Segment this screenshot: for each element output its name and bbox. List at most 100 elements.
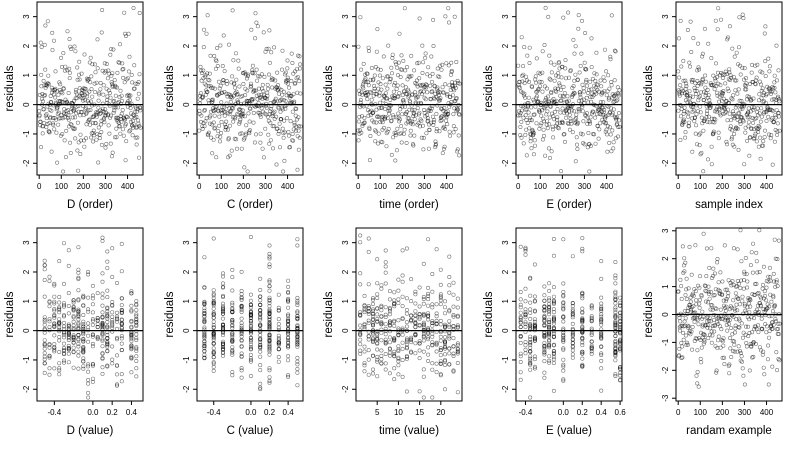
data-point — [442, 105, 447, 110]
data-point — [258, 339, 263, 344]
x-tick-label: 400 — [440, 182, 454, 191]
data-point — [71, 314, 76, 319]
data-point — [86, 295, 91, 300]
data-point — [105, 312, 110, 317]
data-point — [688, 64, 693, 69]
data-point — [91, 128, 96, 133]
data-point — [109, 113, 114, 118]
data-point — [47, 304, 52, 309]
y-tick-label: 3 — [661, 14, 670, 19]
data-point — [61, 330, 66, 335]
data-point — [129, 343, 134, 348]
data-point — [207, 71, 212, 76]
data-point — [528, 276, 533, 281]
data-point — [383, 361, 388, 366]
data-point — [403, 68, 408, 73]
data-point — [434, 94, 439, 99]
data-point — [110, 361, 115, 366]
data-point — [547, 360, 552, 365]
data-point — [90, 362, 95, 367]
data-point — [763, 313, 768, 318]
data-point — [81, 336, 86, 341]
data-point — [694, 316, 699, 321]
y-tick-label: -1 — [341, 356, 350, 364]
data-point — [421, 301, 426, 306]
data-point — [698, 90, 703, 95]
data-point — [265, 114, 270, 119]
data-point — [426, 293, 431, 298]
data-point — [691, 77, 696, 82]
data-point — [599, 105, 604, 110]
data-point — [57, 361, 62, 366]
data-point — [438, 318, 443, 323]
data-point — [762, 293, 767, 298]
data-point — [745, 324, 750, 329]
data-point — [772, 139, 777, 144]
data-point — [400, 374, 405, 379]
data-point — [677, 315, 682, 320]
data-point — [395, 73, 400, 78]
data-point — [138, 105, 143, 110]
x-tick-label: 300 — [738, 408, 752, 417]
data-points — [676, 6, 782, 174]
data-point — [74, 87, 79, 92]
data-point — [413, 351, 418, 356]
data-point — [207, 78, 212, 83]
data-point — [608, 57, 613, 62]
data-point — [542, 375, 547, 380]
data-point — [358, 310, 363, 315]
data-point — [447, 336, 452, 341]
y-tick-label: 1 — [182, 73, 191, 78]
data-point — [599, 333, 604, 338]
data-point — [752, 136, 757, 141]
data-point — [123, 122, 128, 127]
data-point — [542, 293, 547, 298]
data-point — [768, 275, 773, 280]
data-point — [404, 320, 409, 325]
data-point — [275, 70, 280, 75]
data-point — [90, 62, 95, 67]
data-point — [735, 103, 740, 108]
data-point — [379, 303, 384, 308]
data-point — [90, 293, 95, 298]
data-point — [551, 314, 556, 319]
data-point — [221, 333, 226, 338]
data-point — [440, 90, 445, 95]
data-point — [588, 79, 593, 84]
data-point — [287, 85, 292, 90]
data-point — [387, 319, 392, 324]
data-point — [580, 82, 585, 87]
data-point — [613, 314, 618, 319]
data-point — [61, 324, 66, 329]
data-point — [676, 36, 681, 41]
data-point — [68, 140, 73, 145]
data-point — [292, 81, 297, 86]
data-point — [580, 246, 585, 251]
data-point — [373, 65, 378, 70]
data-point — [368, 90, 373, 95]
data-point — [766, 56, 771, 61]
data-point — [586, 100, 591, 105]
data-point — [442, 358, 447, 363]
data-point — [114, 85, 119, 90]
data-point — [214, 66, 219, 71]
data-point — [100, 314, 105, 319]
data-point — [613, 373, 618, 378]
data-point — [558, 169, 563, 174]
data-point — [77, 72, 82, 77]
data-point — [391, 135, 396, 140]
data-point — [599, 304, 604, 309]
data-point — [444, 118, 449, 123]
data-point — [449, 60, 454, 65]
data-point — [710, 120, 715, 125]
data-point — [90, 376, 95, 381]
data-point — [561, 304, 566, 309]
data-point — [430, 328, 435, 333]
data-point — [402, 127, 407, 132]
data-point — [613, 329, 618, 334]
data-point — [570, 254, 575, 259]
data-point — [138, 125, 143, 130]
data-point — [387, 307, 392, 312]
data-point — [52, 294, 57, 299]
data-point — [451, 312, 456, 317]
